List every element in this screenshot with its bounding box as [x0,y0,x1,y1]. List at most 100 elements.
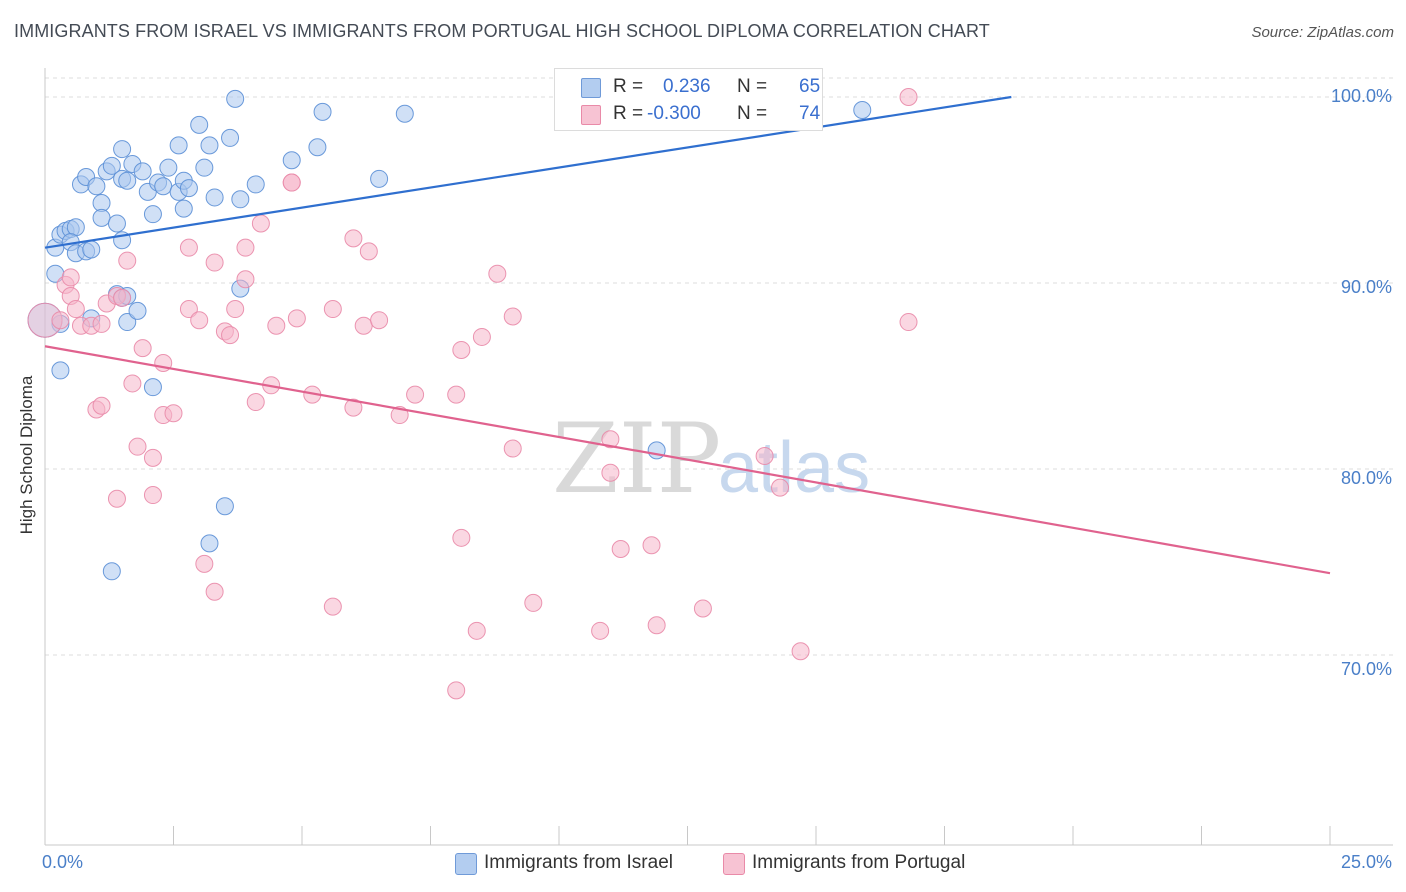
data-point-israel [205,188,224,207]
data-point-portugal [236,270,255,289]
chart-source: Source: ZipAtlas.com [1251,24,1394,41]
data-point-portugal [354,316,373,335]
axes [44,68,1393,846]
data-point-portugal [344,398,363,417]
data-point-portugal [524,593,543,612]
data-point-israel [231,190,250,209]
data-point-israel [313,102,332,121]
data-point-portugal [488,264,507,283]
data-point-israel [282,151,301,170]
data-point-portugal [190,311,209,330]
data-point-portugal [92,314,111,333]
data-point-portugal [92,396,111,415]
data-point-israel [154,177,173,196]
trendline-israel [44,95,1012,249]
data-point-portugal [128,437,147,456]
correlation-legend: R = 0.236 N = 65 R = -0.300 N = 74 [554,68,823,131]
grid-lines [45,77,1393,656]
data-point-israel [128,301,147,320]
data-point-israel [82,240,101,259]
data-point-portugal [143,448,162,467]
data-point-portugal [179,300,198,319]
watermark: ZIP atlas [552,403,870,515]
data-point-portugal [591,621,610,640]
data-point-portugal [118,251,137,270]
x-tick-label-min: 0.0% [42,852,84,872]
data-point-portugal [472,327,491,346]
data-point-israel [51,361,70,380]
legend-label-israel: Immigrants from Israel [484,852,673,873]
data-point-portugal [133,339,152,358]
data-point-israel [200,136,219,155]
data-point-israel [221,128,240,147]
y-axis-label: High School Diploma [17,375,36,535]
data-point-israel [246,175,265,194]
data-point-portugal [467,621,486,640]
data-point-israel [169,136,188,155]
data-point-portugal [246,393,265,412]
data-point-portugal [226,300,245,319]
data-point-israel [133,162,152,181]
data-point-israel [143,205,162,224]
data-point-israel [87,177,106,196]
data-point-portugal [611,539,630,558]
legend-swatch-israel [581,78,601,98]
legend-swatch-portugal [581,105,601,125]
data-point-portugal [221,326,240,345]
data-point-portugal [143,486,162,505]
data-point-portugal [359,242,378,261]
data-point-portugal [164,404,183,423]
data-point-portugal [406,385,425,404]
data-point-portugal [287,309,306,328]
data-point-israel [190,115,209,134]
data-point-israel [102,156,121,175]
legend-r-value: -0.300 [647,103,701,124]
x-tick-label-max: 25.0% [1340,852,1392,872]
data-point-portugal [344,229,363,248]
trendline-portugal [44,345,1331,575]
series-portugal [27,88,918,700]
chart-title: IMMIGRANTS FROM ISRAEL VS IMMIGRANTS FRO… [14,21,990,41]
legend-n-value: 74 [799,103,821,124]
data-point-israel [92,208,111,227]
watermark-zip: ZIP [552,403,721,515]
data-point-portugal [601,430,620,449]
data-point-portugal [179,238,198,257]
data-point-portugal [642,536,661,555]
data-point-portugal [51,311,70,330]
legend-label-portugal: Immigrants from Portugal [752,852,966,873]
data-point-portugal [647,616,666,635]
legend-r-label: R = [613,76,644,97]
data-point-portugal [755,446,774,465]
data-point-portugal [601,463,620,482]
data-point-portugal [447,385,466,404]
data-point-portugal [205,253,224,272]
legend-swatch-portugal [723,853,745,875]
data-point-israel [370,169,389,188]
legend-n-value: 65 [799,76,821,97]
data-point-israel [395,104,414,123]
y-tick-label-80: 80.0% [1340,468,1392,488]
legend-n-label: N = [737,76,768,97]
data-point-israel [215,497,234,516]
legend-n-label: N = [737,103,768,124]
data-point-portugal [452,528,471,547]
data-point-israel [118,171,137,190]
trendlines [44,95,1331,575]
data-point-portugal [899,88,918,106]
data-point-portugal [236,238,255,257]
data-point-portugal [61,268,80,287]
data-point-israel [853,101,872,120]
data-point-portugal [113,288,132,307]
y-tick-label-70: 70.0% [1340,659,1392,679]
data-point-portugal [107,489,126,508]
y-tick-label-90: 90.0% [1340,277,1392,297]
data-point-portugal [66,300,85,319]
data-point-portugal [195,554,214,573]
data-point-israel [195,158,214,177]
data-point-portugal [693,599,712,618]
data-point-portugal [899,313,918,332]
data-point-israel [174,199,193,218]
data-point-israel [179,179,198,198]
